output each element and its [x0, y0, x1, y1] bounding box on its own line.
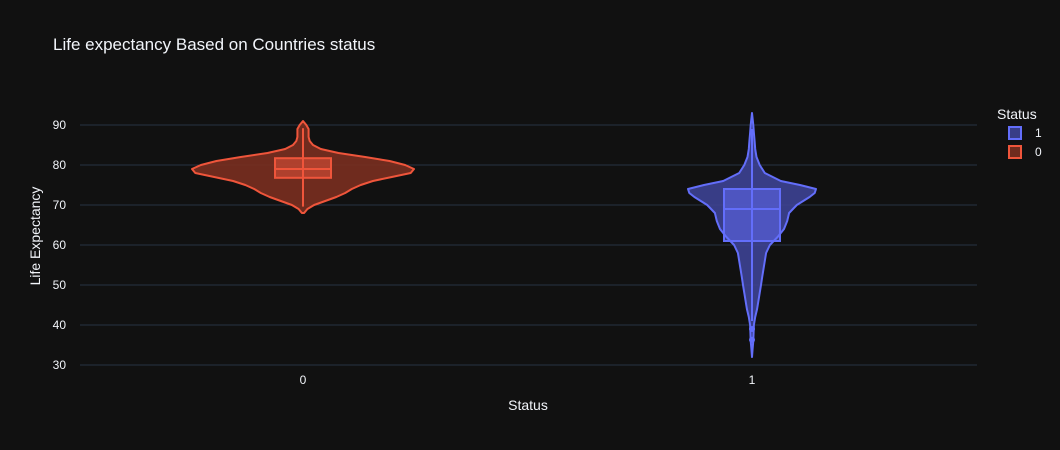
y-tick-labels: 30 40 50 60 70 80 90 [53, 118, 67, 372]
y-tick-label: 60 [53, 238, 67, 252]
outlier-point [749, 336, 755, 343]
legend-item-1[interactable]: 1 [1008, 126, 1042, 140]
chart-title: Life expectancy Based on Countries statu… [53, 35, 375, 54]
legend-item-0[interactable]: 0 [1008, 145, 1042, 159]
x-tick-label: 1 [749, 373, 756, 387]
legend: Status 1 0 [997, 106, 1042, 159]
y-tick-label: 70 [53, 198, 67, 212]
violin-1 [687, 112, 817, 358]
y-tick-label: 50 [53, 278, 67, 292]
box [723, 188, 781, 242]
x-axis-title: Status [508, 397, 548, 413]
y-tick-label: 90 [53, 118, 67, 132]
y-axis-title: Life Expectancy [27, 187, 43, 286]
plot-area [191, 112, 817, 358]
y-tick-label: 30 [53, 358, 67, 372]
outlier-point [749, 326, 755, 332]
legend-label: 0 [1035, 145, 1042, 159]
x-tick-label: 0 [300, 373, 307, 387]
legend-label: 1 [1035, 126, 1042, 140]
violin-0 [191, 120, 415, 214]
y-tick-label: 80 [53, 158, 67, 172]
legend-title: Status [997, 106, 1037, 122]
legend-swatch [1008, 145, 1022, 159]
legend-swatch [1008, 126, 1022, 140]
y-tick-label: 40 [53, 318, 67, 332]
